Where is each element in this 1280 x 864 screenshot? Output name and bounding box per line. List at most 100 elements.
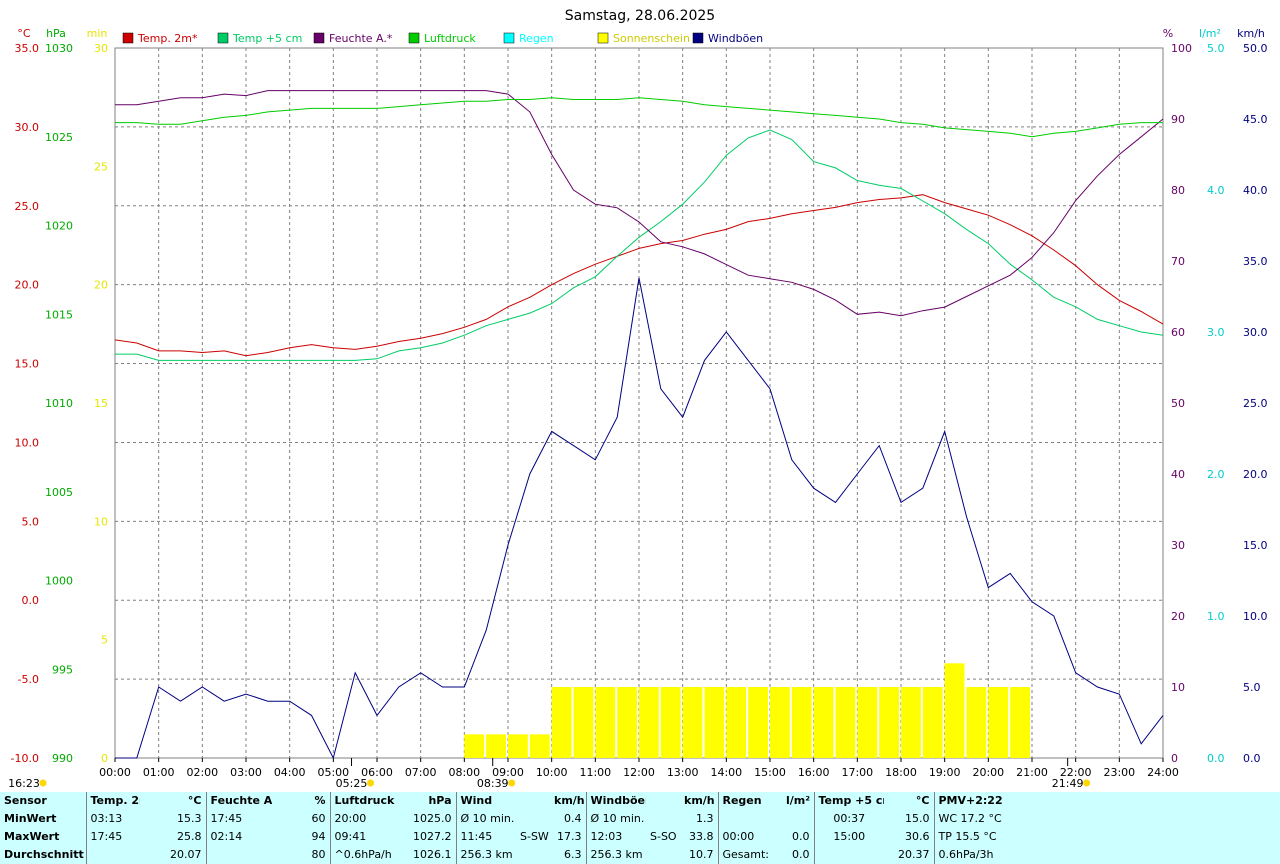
sunshine-bar (464, 734, 485, 758)
stats-header-sensor: Sensor (4, 794, 47, 807)
pressure-tick-label: 990 (52, 752, 73, 765)
stats-header-temp5-unit: °C (915, 794, 930, 807)
stats-header-luftdruck: Luftdruck (329, 792, 400, 810)
pressure-tick-label: 1020 (45, 220, 73, 233)
x-tick-label: 17:00 (841, 766, 873, 779)
stats-luftdruck-time: 09:41 (329, 828, 400, 846)
humidity-tick-label: 10 (1171, 681, 1185, 694)
stats-feuchte-time: 02:14 (205, 828, 272, 846)
stats-boeen-value: 10.7 (689, 848, 714, 861)
x-tick-label: 08:00 (448, 766, 480, 779)
sunshine-bar (551, 687, 572, 758)
temp-unit-label: °C (17, 27, 31, 40)
pressure-tick-label: 1005 (45, 486, 73, 499)
sunshine-unit-label: min (87, 27, 108, 40)
sun-icon (1083, 779, 1091, 787)
legend: Temp. 2m* Temp +5 cm Feuchte A.* Luftdruck R… (122, 32, 763, 45)
stats-regen-time: Gesamt: (717, 846, 782, 864)
stats-temp2m-time: 03:13 (85, 810, 140, 828)
stats-header-luftdruck-unit: hPa (428, 794, 452, 807)
legend-label: Sonnenschein (613, 32, 690, 45)
x-tick-label: 05:00 (317, 766, 349, 779)
stats-header-row: Sensor Temp. 2m °C Feuchte A. % Luftdruc… (0, 792, 1280, 810)
stats-header-spacer (516, 792, 550, 810)
sunshine-bar (922, 687, 943, 758)
stats-wind-time: 11:45 (455, 828, 516, 846)
sunshine-bar (682, 687, 703, 758)
wind-tick-label: 0.0 (1243, 752, 1261, 765)
x-tick-label: 09:00 (492, 766, 524, 779)
stats-spacer (1020, 846, 1280, 864)
stats-regen-time: 00:00 (717, 828, 782, 846)
pressure-tick-label: 1030 (45, 42, 73, 55)
stats-row-label: MaxWert (4, 830, 60, 843)
stats-wind-direction: S-SW (520, 830, 549, 843)
sunshine-bar (617, 687, 637, 758)
stats-wind-value: 0.4 (564, 812, 582, 825)
sunshine-bar (595, 687, 616, 758)
wind-unit-label: km/h (1237, 27, 1265, 40)
sunshine-bar (835, 687, 856, 758)
stats-row-max: MaxWert 17:45 25.8 02:14 94 09:41 1027.2… (0, 828, 1280, 846)
series-line-feuchte-a- (115, 90, 1164, 317)
legend-label: Temp. 2m* (137, 32, 198, 45)
rain-tick-label: 1.0 (1207, 610, 1225, 623)
x-tick-label: 23:00 (1103, 766, 1135, 779)
temp-tick-label: 20.0 (15, 279, 40, 292)
x-tick-label: 00:00 (99, 766, 131, 779)
stats-temp2m-value: 15.3 (177, 812, 202, 825)
stats-row-min: MinWert 03:13 15.3 17:45 60 20:00 1025.0… (0, 810, 1280, 828)
stats-row-avg: Durchschnitt 20.07 80 ^0.6hPa/h 1026.1 2… (0, 846, 1280, 864)
rain-tick-label: 2.0 (1207, 468, 1225, 481)
stats-header-feuchte-unit: % (314, 794, 326, 807)
axes: 00:00 01:00 02:00 03:00 04:00 05:00 06:00 07:00… (11, 27, 1268, 779)
stats-regen-time (717, 810, 782, 828)
wind-tick-label: 50.0 (1243, 42, 1268, 55)
legend-label: Windböen (708, 32, 763, 45)
x-tick-label: 21:00 (1016, 766, 1048, 779)
x-tick-label: 24:00 (1147, 766, 1179, 779)
sunshine-bar (726, 687, 747, 758)
legend-item: Regen (503, 32, 554, 45)
stats-header-spacer (1020, 792, 1280, 810)
stats-pmv: WC 17.2 °C (933, 810, 1020, 828)
pressure-tick-label: 1000 (45, 575, 73, 588)
x-tick-label: 16:00 (798, 766, 830, 779)
stats-boeen-direction (646, 846, 680, 864)
humidity-tick-label: 80 (1171, 184, 1185, 197)
legend-item: Luftdruck (408, 32, 476, 45)
x-tick-label: 20:00 (972, 766, 1004, 779)
stats-regen-value (782, 810, 814, 828)
stats-boeen-time: Ø 10 min. (585, 810, 646, 828)
stats-boeen-direction: S-SO (650, 830, 677, 843)
pressure-tick-label: 1010 (45, 397, 73, 410)
legend-item: Temp +5 cm (217, 32, 302, 45)
rain-tick-label: 3.0 (1207, 326, 1225, 339)
stats-feuchte-value: 94 (311, 830, 326, 843)
legend-item: Sonnenschein (597, 32, 690, 45)
x-tick-label: 11:00 (579, 766, 611, 779)
stats-boeen-value: 33.8 (689, 830, 714, 843)
stats-header-regen-unit: l/m² (786, 794, 811, 807)
legend-item: Feuchte A.* (313, 32, 393, 45)
sunshine-bar (529, 734, 550, 758)
stats-spacer (1020, 810, 1280, 828)
sunshine-bar (639, 687, 659, 758)
stats-header-feuchte: Feuchte A. (205, 792, 272, 810)
series-line-temp-5-cm (115, 129, 1164, 361)
rain-tick-label: 0.0 (1207, 752, 1225, 765)
legend-label: Luftdruck (424, 32, 476, 45)
stats-boeen-value: 1.3 (696, 812, 714, 825)
temp-tick-label: 30.0 (15, 121, 40, 134)
legend-swatch (217, 32, 229, 44)
pressure-tick-label: 1015 (45, 308, 73, 321)
legend-item: Temp. 2m* (122, 32, 198, 45)
stats-feuchte-time (205, 846, 272, 864)
stats-temp2m-time: 17:45 (85, 828, 140, 846)
x-tick-label: 01:00 (143, 766, 175, 779)
stats-boeen-direction (646, 810, 680, 828)
x-tick-label: 14:00 (710, 766, 742, 779)
x-tick-label: 03:00 (230, 766, 262, 779)
sunshine-bar (813, 687, 834, 758)
rain-tick-label: 5.0 (1207, 42, 1225, 55)
